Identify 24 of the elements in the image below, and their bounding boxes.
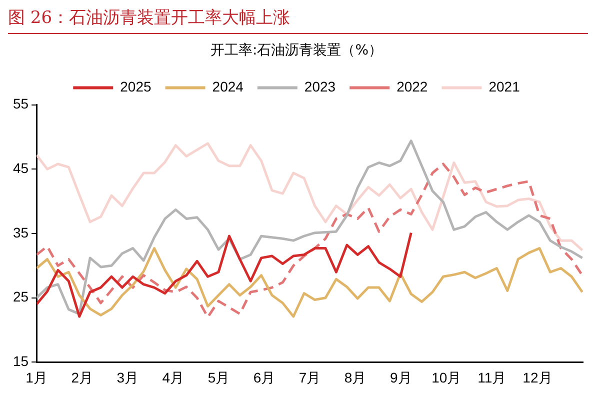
- y-tick-label: 25: [12, 288, 29, 305]
- x-tick-label: 1月: [26, 369, 48, 386]
- x-tick-label: 8月: [344, 369, 366, 386]
- x-tick-label: 7月: [298, 369, 321, 386]
- x-tick-label: 2月: [71, 369, 94, 386]
- legend-label: 2023: [304, 78, 336, 95]
- x-tick-label: 5月: [208, 369, 230, 386]
- x-tick-label: 4月: [162, 369, 184, 386]
- legend-label: 2025: [120, 78, 152, 95]
- legend-label: 2021: [488, 78, 520, 95]
- x-tick-label: 10月: [432, 369, 462, 386]
- x-tick-label: 12月: [522, 369, 552, 386]
- chart-title: 图 26：石油沥青装置开工率大幅上涨: [8, 6, 588, 34]
- y-tick-label: 55: [12, 96, 29, 112]
- x-tick-label: 3月: [116, 369, 139, 386]
- y-tick-label: 15: [12, 353, 29, 370]
- x-tick-label: 9月: [390, 369, 412, 386]
- x-tick-label: 11月: [478, 369, 506, 386]
- y-tick-label: 45: [12, 160, 29, 176]
- legend-title: 开工率:石油沥青装置（%）: [210, 42, 383, 59]
- legend-label: 2024: [212, 78, 244, 95]
- y-tick-label: 35: [12, 224, 29, 240]
- legend-label: 2022: [396, 78, 428, 95]
- x-tick-label: 6月: [253, 369, 276, 386]
